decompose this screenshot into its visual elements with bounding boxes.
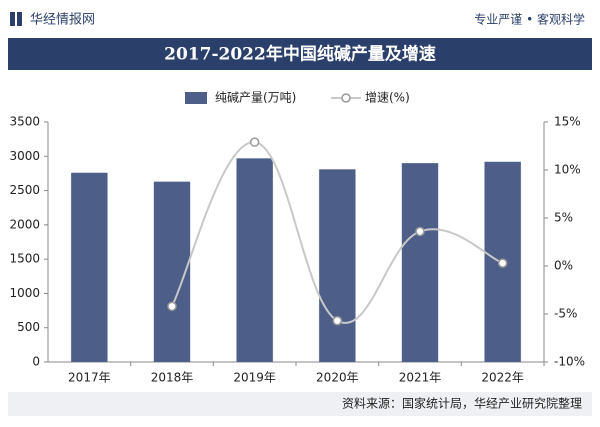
y-tick-label: 3500 — [9, 115, 40, 129]
legend-label: 纯碱产量(万吨) — [215, 91, 296, 105]
y-tick-label: 500 — [17, 320, 40, 334]
y2-tick-label: 5% — [554, 211, 573, 225]
y-tick-label: 2500 — [9, 183, 40, 197]
bar — [71, 172, 108, 362]
x-tick-label: 2020年 — [316, 371, 359, 385]
x-tick-label: 2021年 — [399, 371, 442, 385]
marker — [497, 258, 508, 268]
marker — [167, 301, 177, 312]
legend-swatch — [185, 92, 207, 104]
bar — [319, 169, 356, 362]
x-tick-label: 2022年 — [481, 371, 524, 385]
y-tick-label: 1500 — [9, 252, 40, 266]
y2-tick-label: 10% — [554, 163, 581, 177]
x-tick-label: 2017年 — [68, 371, 111, 385]
marker — [415, 226, 425, 237]
marker — [249, 137, 260, 147]
y2-tick-label: 0% — [554, 259, 573, 273]
y2-tick-label: -5% — [554, 307, 577, 321]
y2-tick-label: -10% — [554, 355, 585, 369]
y-tick-label: 2000 — [9, 217, 40, 231]
source: 资料来源：国家统计局，华经产业研究院整理 — [342, 396, 582, 411]
legend-swatch — [341, 93, 351, 103]
y-tick-label: 3000 — [9, 149, 40, 163]
logo-icon — [17, 12, 22, 26]
legend-label: 增速(%) — [365, 91, 410, 105]
logo: 华经情报网 — [30, 13, 95, 28]
source-bar — [8, 392, 592, 416]
x-tick-label: 2019年 — [233, 371, 276, 385]
y2-tick-label: 15% — [554, 115, 581, 129]
y-tick-label: 1000 — [9, 286, 40, 300]
bar — [153, 181, 191, 362]
bar — [401, 163, 439, 362]
marker — [332, 315, 343, 326]
line — [171, 141, 504, 324]
chart-title: 2017-2022年中国纯碱产量及增速 — [164, 44, 436, 65]
x-tick-label: 2018年 — [151, 371, 194, 385]
y-tick-label: 0 — [32, 355, 40, 369]
logo-icon — [10, 12, 15, 26]
title-bar — [8, 38, 592, 70]
bar — [236, 158, 273, 362]
slogan: 专业严谨 • 客观科学 — [474, 12, 585, 27]
